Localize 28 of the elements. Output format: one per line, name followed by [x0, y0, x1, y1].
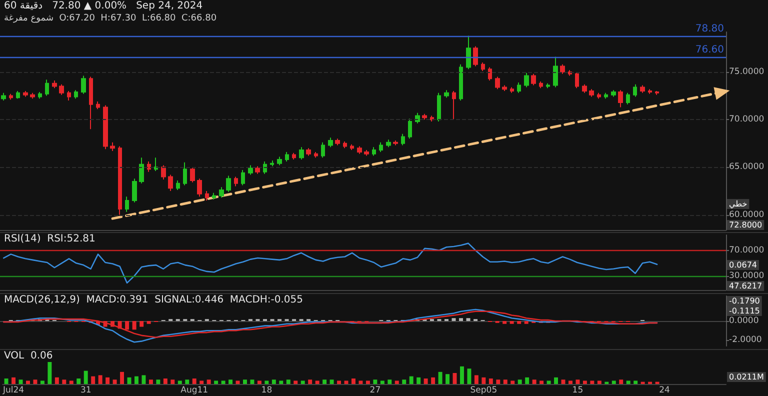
y-tick-label: 30.0000	[729, 270, 764, 281]
y-tick-label: 65.0000	[729, 162, 764, 172]
x-tick-label: 24	[659, 386, 670, 396]
text: -0.1115	[729, 306, 760, 316]
text: 72.8000	[729, 220, 762, 230]
text: -0.1790	[729, 296, 760, 306]
ref-line-label: 78.80	[695, 23, 724, 34]
chart-title: RSI(14) RSI:52.81	[4, 234, 96, 244]
y-tick-label: 60.0000	[729, 210, 764, 220]
y-tick-label: 75.0000	[729, 66, 764, 77]
x-tick-label: 15	[572, 386, 584, 396]
text: 47.6217	[729, 282, 762, 290]
text: 0.0211M	[729, 372, 764, 382]
y-tick-label: 70.0000	[729, 114, 764, 125]
x-tick-label: Aug11	[180, 386, 208, 396]
y-tick-label: -2.0000	[729, 335, 762, 346]
x-tick-label: Sep05	[470, 386, 498, 396]
chart-title: VOL 0.06	[4, 350, 53, 362]
x-tick-label: 27	[370, 386, 381, 396]
text: 0.0674	[729, 260, 757, 270]
text: خطي	[729, 200, 748, 208]
ref-line-label: 76.60	[695, 44, 724, 56]
x-tick-label: 31	[80, 386, 92, 396]
x-tick-label: 18	[261, 386, 272, 396]
y-tick-label: 0.0000	[729, 316, 759, 326]
x-tick-label: Jul24	[2, 386, 24, 396]
chart-title: MACD(26,12,9) MACD:0.391 SIGNAL:0.446 MACDH:-0.055	[4, 294, 304, 306]
y-tick-label: 70.0000	[729, 245, 764, 256]
